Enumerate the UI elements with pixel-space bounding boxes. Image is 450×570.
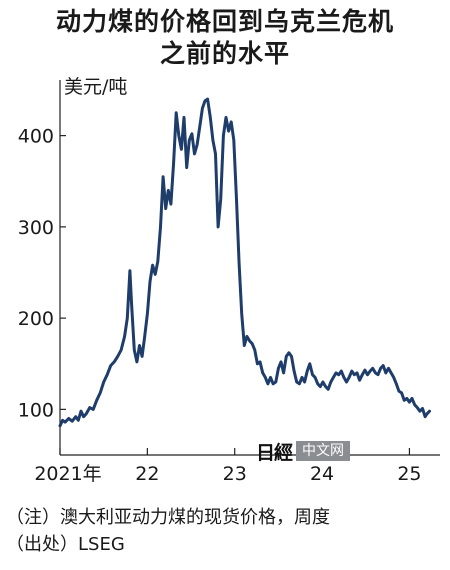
y-tick-label: 200 — [18, 308, 54, 330]
x-tick-label: 2021年 — [34, 463, 101, 485]
x-tick-label: 25 — [397, 463, 421, 485]
chart-axes — [59, 80, 440, 456]
x-tick-label: 23 — [223, 463, 247, 485]
line-chart: 100 200 300 400 2021年 22 23 24 25 — [18, 80, 440, 485]
y-tick-label: 400 — [18, 126, 54, 148]
y-tick-label: 300 — [18, 217, 54, 239]
chart-note: （注）澳大利亚动力煤的现货价格，周度 — [6, 507, 330, 528]
logo-mark: 日經 — [256, 441, 293, 464]
y-tick-label: 100 — [18, 399, 54, 421]
y-axis-unit-label: 美元/吨 — [64, 76, 128, 98]
chart-title-line-2: 之前的水平 — [159, 39, 290, 68]
nikkei-logo: 日經 中文网 — [256, 440, 351, 464]
x-tick-label: 22 — [135, 463, 159, 485]
x-tick-label: 24 — [310, 463, 334, 485]
price-series-line-0 — [58, 97, 431, 428]
y-axis-ticks: 100 200 300 400 — [18, 126, 66, 421]
logo-box-label: 中文网 — [296, 441, 351, 461]
x-axis-ticks: 2021年 22 23 24 25 — [34, 448, 422, 485]
chart-title-line-1: 动力煤的价格回到乌克兰危机 — [55, 7, 394, 36]
chart-source: （出处）LSEG — [6, 534, 125, 555]
series-group — [58, 97, 431, 428]
